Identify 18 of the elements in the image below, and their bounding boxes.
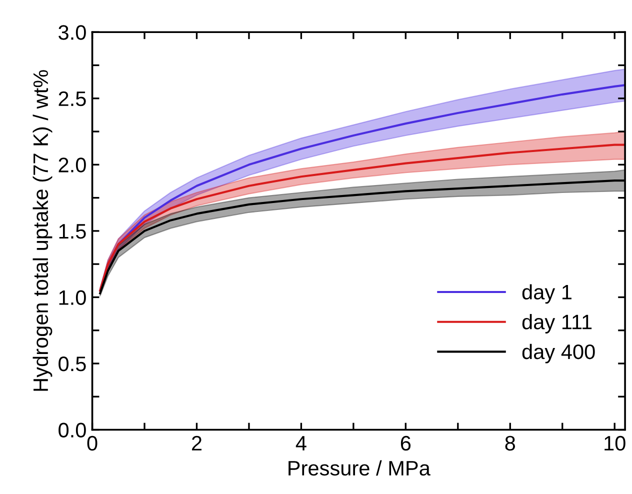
y-tick-label: 0.5 — [58, 356, 86, 372]
x-tick-label: 2 — [192, 436, 202, 450]
x-tick-label: 4 — [296, 436, 306, 450]
x-tick-label: 8 — [505, 436, 516, 451]
legend-label: day 1 — [522, 284, 572, 304]
text: 2.0 — [58, 158, 86, 172]
x-tick-label: 0 — [87, 436, 98, 451]
y-tick-label: 2.5 — [58, 91, 86, 106]
y-axis-title: Hydrogen total uptake (77 K) / wt% — [32, 70, 52, 391]
legend-label: day 111 — [522, 314, 592, 334]
text: 3.0 — [58, 25, 86, 40]
x-tick-label: 6 — [400, 436, 411, 451]
text: 0.0 — [58, 422, 86, 438]
legend-label: day 400 — [522, 344, 595, 364]
y-tick-label: 1.5 — [59, 224, 86, 239]
text: 1.0 — [59, 290, 86, 305]
x-axis-title: Pressure / MPa — [288, 460, 430, 476]
x-tick-label: 10 — [604, 436, 626, 451]
